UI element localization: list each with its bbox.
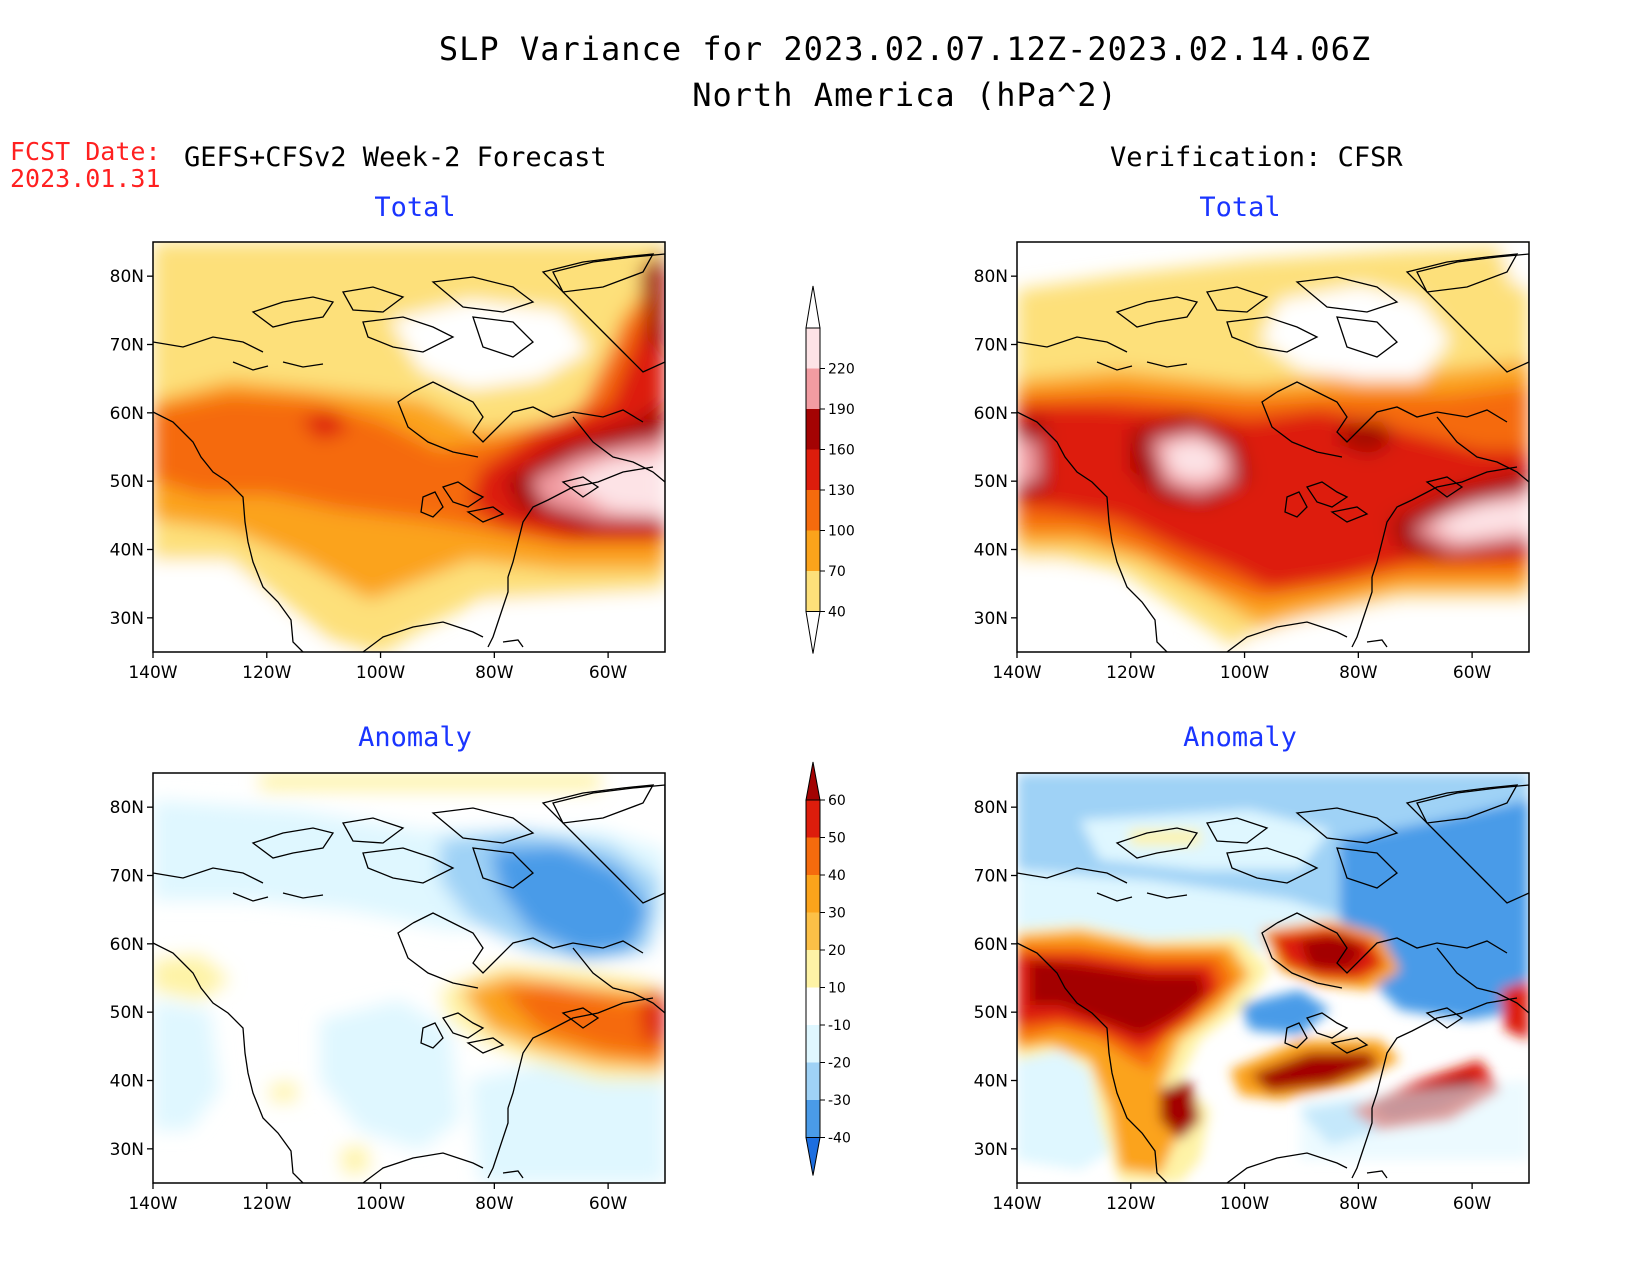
lat-label: 60N — [110, 404, 144, 424]
cbar-anom-label: -10 — [828, 1018, 851, 1034]
cbar-total-swatch — [806, 530, 820, 571]
cbar-anom-label: 40 — [828, 868, 846, 884]
lon-label: 140W — [992, 1194, 1041, 1214]
lon-label: 140W — [128, 1194, 177, 1214]
cbar-anom-swatch — [806, 800, 820, 838]
cbar-total-swatch — [806, 449, 820, 490]
lon-label: 100W — [356, 663, 405, 683]
cbar-total-swatch — [806, 409, 820, 450]
lon-label: 80W — [1339, 663, 1378, 683]
verification-heading: Verification: CFSR — [1110, 142, 1403, 173]
verification-anomaly-map — [1017, 773, 1529, 1183]
lon-label: 120W — [1106, 663, 1155, 683]
cbar-anom-label: 10 — [828, 981, 846, 997]
cbar-total-swatch — [806, 368, 820, 409]
lat-label: 30N — [110, 609, 144, 629]
cbar-anom-swatch — [806, 837, 820, 875]
lon-label: 60W — [1453, 1194, 1492, 1214]
lat-label: 80N — [974, 798, 1008, 818]
cbar-anom-swatch — [806, 1025, 820, 1063]
lon-label: 80W — [475, 1194, 514, 1214]
cbar-total-label: 160 — [828, 443, 855, 459]
lat-label: 60N — [110, 935, 144, 955]
lat-label: 70N — [110, 867, 144, 887]
lon-label: 120W — [242, 663, 291, 683]
lat-label: 70N — [974, 336, 1008, 356]
cbar-anom-label: -30 — [828, 1093, 851, 1109]
cbar-anom-label: 30 — [828, 906, 846, 922]
lat-label: 50N — [974, 472, 1008, 492]
lat-label: 40N — [110, 541, 144, 561]
lat-label: 40N — [110, 1072, 144, 1092]
forecast-heading: GEFS+CFSv2 Week-2 Forecast — [184, 142, 607, 173]
forecast-anomaly-map — [153, 773, 665, 1183]
cbar-anom-bottom-arrow — [805, 1137, 821, 1176]
lat-label: 80N — [110, 267, 144, 287]
lon-label: 140W — [992, 663, 1041, 683]
lat-label: 40N — [974, 1072, 1008, 1092]
fcst-date: 2023.01.31 — [10, 164, 161, 193]
lat-label: 80N — [110, 798, 144, 818]
cbar-anom-swatch — [806, 875, 820, 913]
cbar-anom-swatch — [806, 1062, 820, 1100]
lat-label: 60N — [974, 404, 1008, 424]
panel-title-verification-anomaly: Anomaly — [1183, 722, 1297, 753]
lon-label: 120W — [242, 1194, 291, 1214]
main-title: SLP Variance for 2023.02.07.12Z-2023.02.… — [438, 30, 1372, 68]
cbar-total-swatch — [806, 571, 820, 612]
cbar-total-label: 220 — [828, 362, 855, 378]
cbar-anom-label: 60 — [828, 793, 846, 809]
lon-label: 60W — [589, 663, 628, 683]
colorbar-anomaly: 60 50 40 30 20 10 -10 -20 -30 -40 — [805, 761, 851, 1176]
lon-label: 80W — [475, 663, 514, 683]
lon-label: 80W — [1339, 1194, 1378, 1214]
lon-label: 60W — [1453, 663, 1492, 683]
lat-label: 60N — [974, 935, 1008, 955]
cbar-total-bottom-arrow — [805, 611, 821, 654]
lat-label: 30N — [974, 1140, 1008, 1160]
panel-title-verification-total: Total — [1199, 192, 1281, 223]
cbar-total-label: 100 — [828, 524, 855, 540]
lon-label: 60W — [589, 1194, 628, 1214]
cbar-anom-label: 20 — [828, 943, 846, 959]
forecast-total-map — [153, 242, 665, 652]
lon-label: 140W — [128, 663, 177, 683]
cbar-anom-label: 50 — [828, 831, 846, 847]
lon-label: 100W — [1220, 663, 1269, 683]
lat-label: 50N — [974, 1003, 1008, 1023]
forecast-date-block: FCST Date: 2023.01.31 — [10, 138, 161, 192]
lat-label: 50N — [110, 472, 144, 492]
lon-label: 100W — [1220, 1194, 1269, 1214]
lon-label: 100W — [356, 1194, 405, 1214]
cbar-anom-swatch — [806, 950, 820, 988]
cbar-anom-swatch — [806, 912, 820, 950]
cbar-anom-swatch — [806, 987, 820, 1025]
lat-label: 70N — [974, 867, 1008, 887]
cbar-anom-label: -20 — [828, 1056, 851, 1072]
lat-label: 80N — [974, 267, 1008, 287]
cbar-total-label: 40 — [828, 605, 846, 621]
lat-label: 70N — [110, 336, 144, 356]
cbar-total-swatch — [806, 490, 820, 531]
cbar-anom-label: -40 — [828, 1131, 851, 1147]
panel-title-forecast-total: Total — [374, 192, 456, 223]
lat-label: 30N — [974, 609, 1008, 629]
cbar-total-top-arrow — [805, 285, 821, 329]
main-subtitle: North America (hPa^2) — [692, 76, 1118, 114]
cbar-total-label: 190 — [828, 402, 855, 418]
panel-title-forecast-anomaly: Anomaly — [358, 722, 472, 753]
lat-label: 50N — [110, 1003, 144, 1023]
cbar-anom-top-arrow — [805, 761, 821, 801]
cbar-total-label: 130 — [828, 483, 855, 499]
fcst-label: FCST Date: — [10, 137, 161, 166]
cbar-total-swatch — [806, 328, 820, 369]
lat-label: 30N — [110, 1140, 144, 1160]
cbar-anom-swatch — [806, 1100, 820, 1138]
cbar-total-label: 70 — [828, 564, 846, 580]
lon-label: 120W — [1106, 1194, 1155, 1214]
lat-label: 40N — [974, 541, 1008, 561]
verification-total-map — [1017, 242, 1529, 652]
colorbar-total: 220 190 160 130 100 70 40 — [805, 285, 855, 654]
